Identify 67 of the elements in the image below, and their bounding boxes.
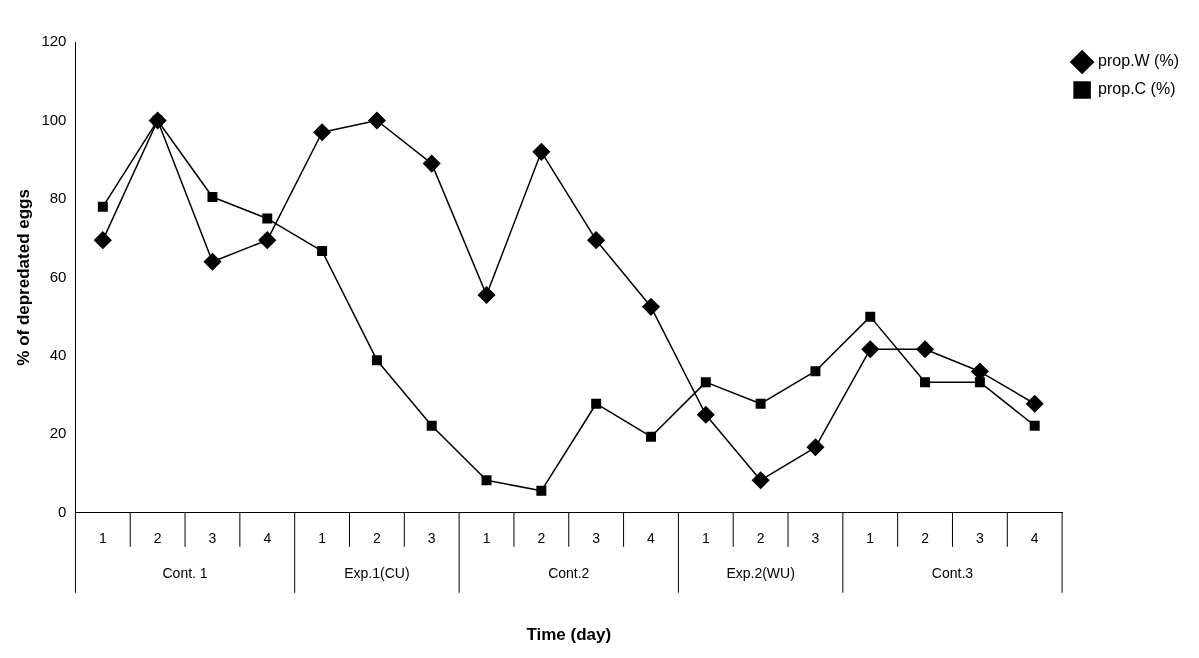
x-tick-label: 2 <box>756 530 765 547</box>
point <box>751 471 770 489</box>
point <box>1025 394 1044 413</box>
y-tick-label: 40 <box>49 346 67 364</box>
x-tick-label: 4 <box>263 530 272 547</box>
point <box>94 231 112 249</box>
x-tick-label: 2 <box>537 530 546 547</box>
point <box>368 111 386 130</box>
point <box>916 340 934 358</box>
x-tick-label: 1 <box>482 530 491 547</box>
y-tick-label: 120 <box>41 32 67 50</box>
x-tick-label: 1 <box>318 530 327 547</box>
point <box>536 485 547 496</box>
x-tick-label: 1 <box>98 530 107 547</box>
point <box>477 286 496 304</box>
point <box>97 201 108 212</box>
x-tick-label: 1 <box>701 530 710 547</box>
point <box>1029 420 1040 431</box>
text: Cont.3 <box>931 564 974 581</box>
x-axis-title: Time (day) <box>526 625 612 645</box>
point <box>865 311 876 322</box>
x-tick-label: 2 <box>921 530 930 547</box>
x-tick-label: 2 <box>153 530 162 547</box>
point <box>313 123 331 141</box>
point <box>258 231 277 249</box>
point <box>974 377 985 388</box>
x-tick-label: 3 <box>427 530 436 547</box>
legend-label: prop.W (%) <box>1098 52 1180 70</box>
point <box>262 213 273 224</box>
text: Exp.2(WU) <box>726 564 795 581</box>
point <box>317 246 328 257</box>
y-tick-label: 0 <box>58 502 67 520</box>
point <box>422 154 441 173</box>
point <box>755 398 766 409</box>
point <box>426 420 437 431</box>
point <box>697 405 715 424</box>
x-tick-label: 4 <box>1030 530 1039 547</box>
y-tick-label: 80 <box>49 189 67 207</box>
point <box>806 438 825 457</box>
point <box>587 231 605 249</box>
text: Cont. 1 <box>162 564 208 581</box>
text: Cont.2 <box>548 564 590 581</box>
x-tick-label: 3 <box>208 530 217 547</box>
point <box>861 340 879 358</box>
y-tick-label: 20 <box>49 424 67 442</box>
point <box>532 143 551 161</box>
x-tick-label: 4 <box>647 530 656 547</box>
x-tick-label: 2 <box>373 530 382 547</box>
point <box>645 431 656 442</box>
y-axis-title: % of depredated eggs <box>13 189 33 366</box>
y-tick-label: 100 <box>41 110 67 128</box>
legend-label: prop.C (%) <box>1098 80 1176 98</box>
text: Exp.1(CU) <box>344 564 410 581</box>
point <box>203 252 222 271</box>
y-tick-label: 60 <box>49 267 67 285</box>
point <box>207 191 218 202</box>
x-tick-label: 1 <box>866 530 875 547</box>
point <box>481 475 492 486</box>
point <box>591 398 602 409</box>
x-tick-label: 3 <box>592 530 601 547</box>
point <box>642 298 660 316</box>
point <box>920 377 931 388</box>
x-tick-label: 3 <box>975 530 984 547</box>
x-tick-label: 3 <box>811 530 820 547</box>
point <box>371 355 382 366</box>
point <box>700 377 711 388</box>
point <box>810 366 821 377</box>
